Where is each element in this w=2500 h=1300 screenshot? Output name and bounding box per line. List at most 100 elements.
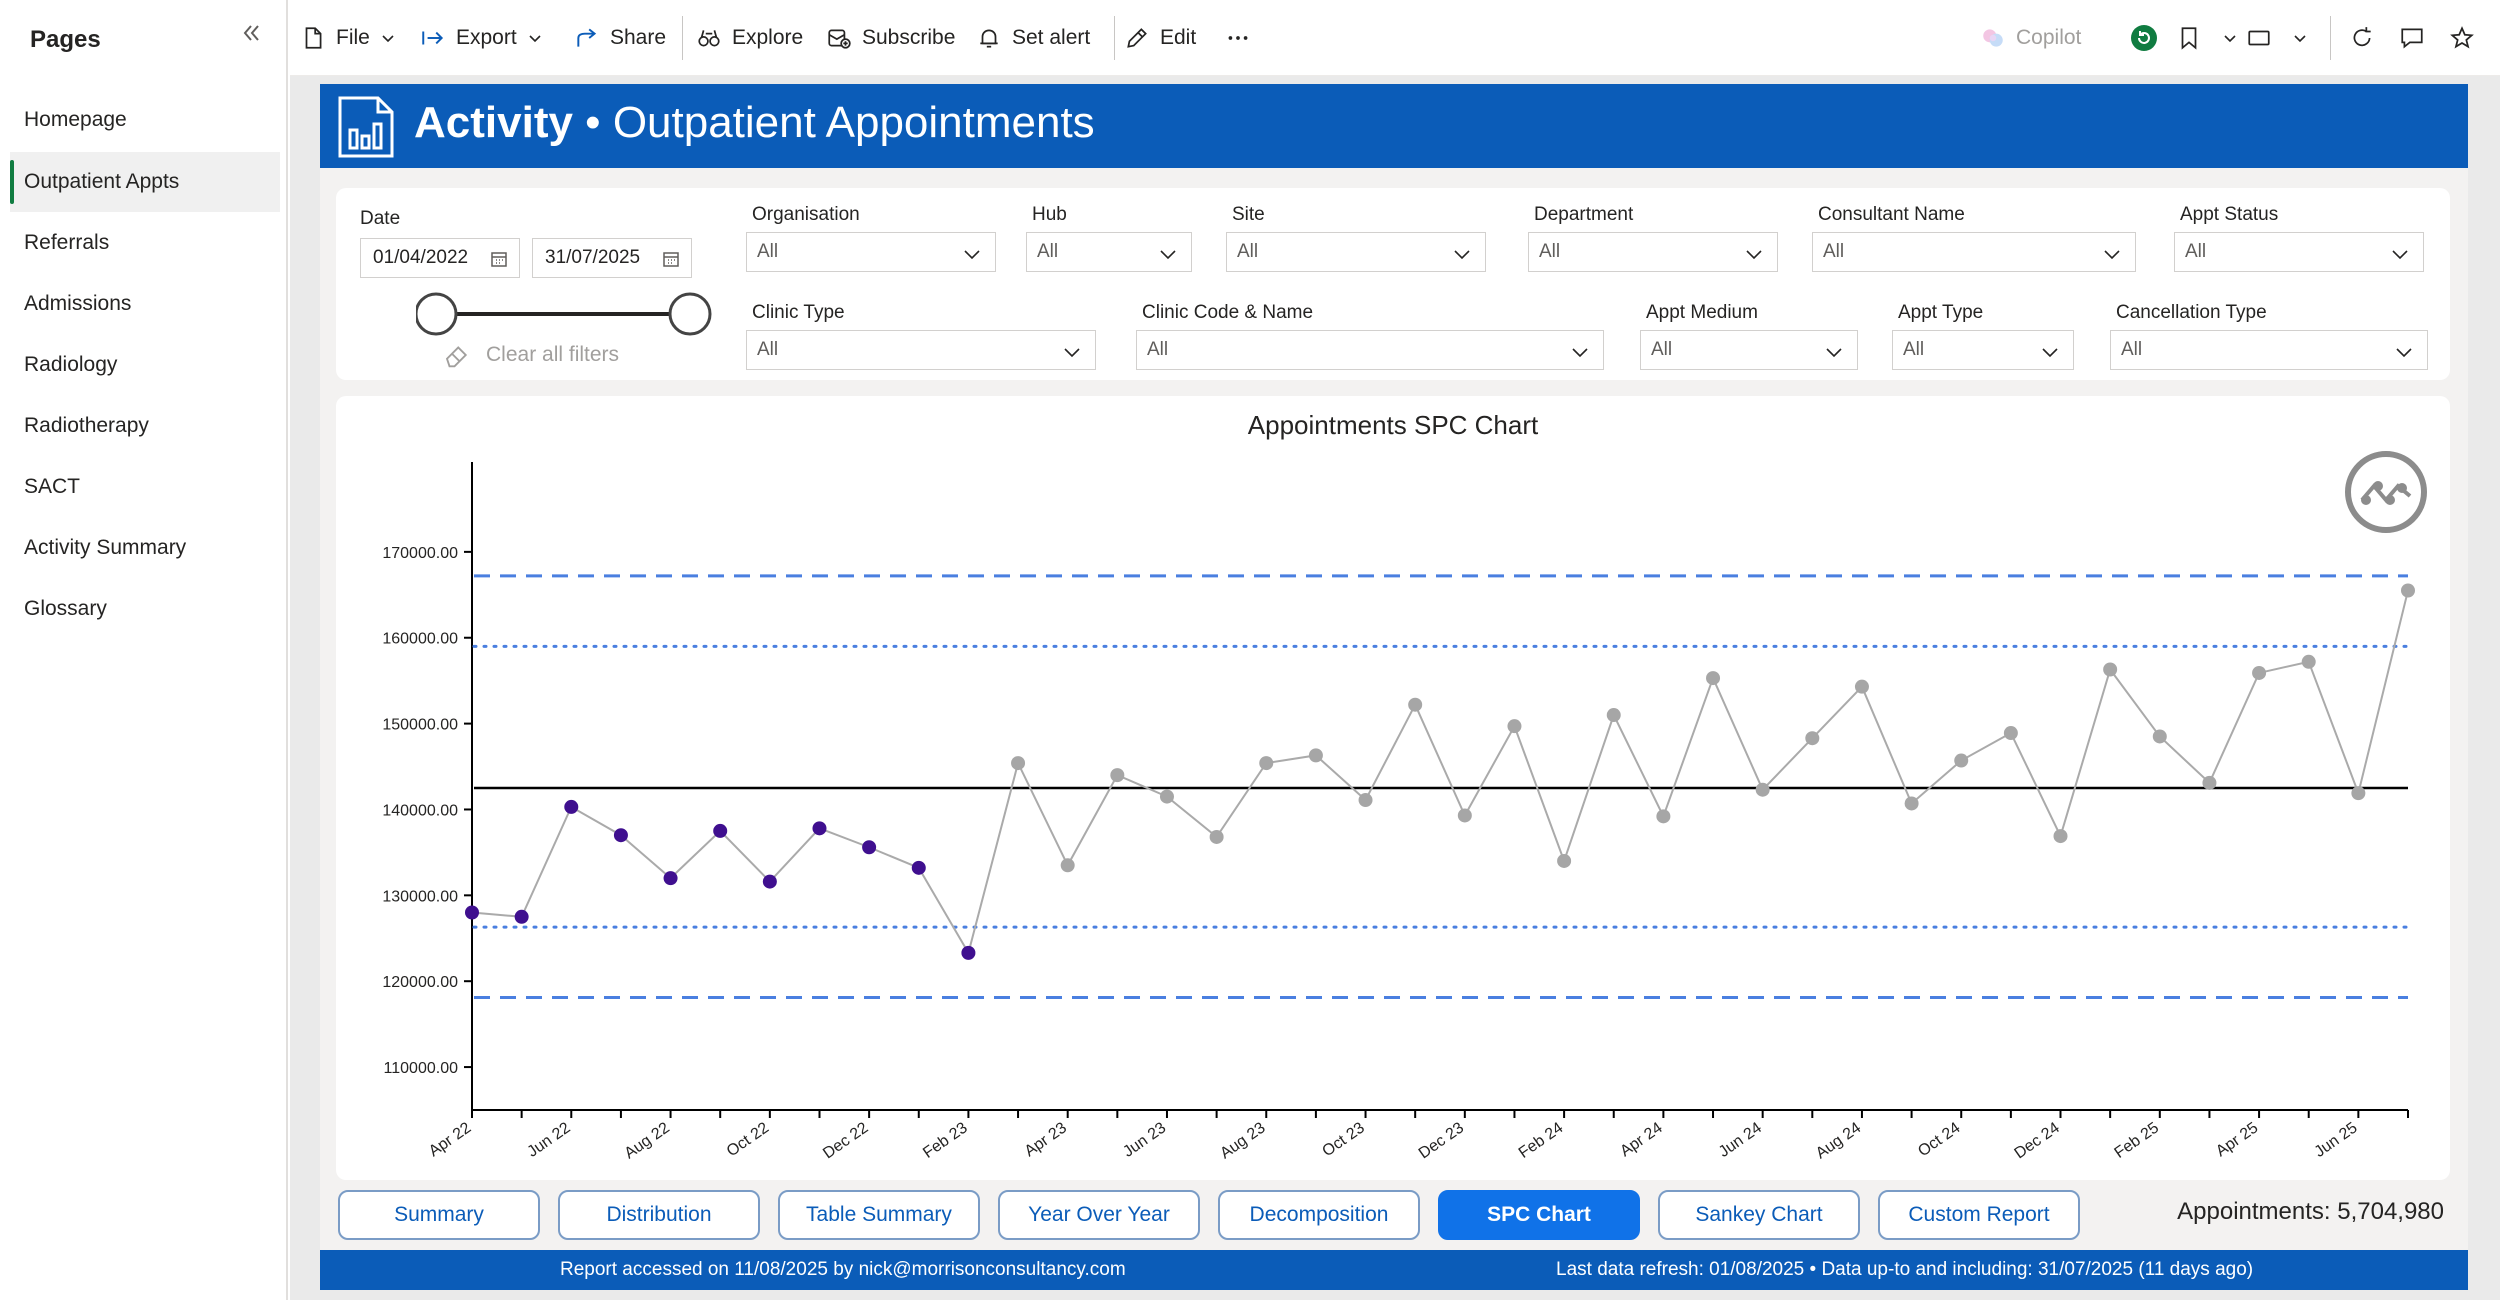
data-point — [1954, 753, 1969, 768]
special-cause-point — [713, 823, 728, 838]
organisation-filter-select[interactable]: All — [746, 232, 996, 272]
date-from-input[interactable]: 01/04/2022 — [360, 238, 520, 278]
view-menu-button[interactable] — [2246, 20, 2308, 56]
share-icon — [577, 28, 597, 47]
data-point — [2401, 583, 2415, 598]
slider-start-handle[interactable] — [416, 292, 458, 336]
chart-title: Appointments SPC Chart — [1248, 410, 1539, 440]
y-tick-label: 170000.00 — [382, 545, 458, 562]
consultant-name-filter-select[interactable]: All — [1812, 232, 2136, 272]
explore-button[interactable]: Explore — [696, 20, 803, 56]
collapse-pages-button[interactable] — [236, 20, 266, 52]
binoculars-icon — [698, 30, 720, 47]
x-tick-label: Jun 22 — [524, 1119, 573, 1161]
chevron-down-icon — [382, 35, 394, 43]
site-filter-select[interactable]: All — [1226, 232, 1486, 272]
copilot-button[interactable]: Copilot — [1980, 20, 2081, 56]
file-label: File — [336, 26, 370, 49]
appt-status-filter-label: Appt Status — [2180, 204, 2279, 225]
y-tick-label: 140000.00 — [382, 802, 458, 819]
date-to-input[interactable]: 31/07/2025 — [532, 238, 692, 278]
data-point — [1755, 782, 1770, 797]
report-banner: Activity • Outpatient Appointments — [320, 84, 2468, 168]
sidebar-item-radiotherapy[interactable]: Radiotherapy — [24, 414, 149, 437]
refresh-visual-button[interactable] — [2126, 20, 2162, 56]
data-point — [2351, 786, 2366, 801]
sidebar-item-referrals[interactable]: Referrals — [24, 231, 110, 254]
hub-filter-value: All — [1037, 241, 1059, 262]
special-cause-point — [862, 840, 877, 855]
hub-filter-select[interactable]: All — [1026, 232, 1192, 272]
favorite-button[interactable] — [2444, 20, 2480, 56]
tab-custom-report[interactable]: Custom Report — [1878, 1190, 2080, 1240]
data-refresh-text: Last data refresh: 01/08/2025 • Data up-… — [1556, 1259, 2254, 1280]
appt-status-filter-select[interactable]: All — [2174, 232, 2424, 272]
data-point — [1308, 748, 1323, 763]
page-title-bold: Activity — [414, 98, 573, 147]
clinic-type-filter-select[interactable]: All — [746, 330, 1096, 370]
x-tick-label: Apr 25 — [2213, 1119, 2261, 1160]
double-chevron-left-icon — [243, 25, 259, 41]
sidebar-item-homepage[interactable]: Homepage — [24, 108, 127, 131]
appt-type-filter-select[interactable]: All — [1892, 330, 2074, 370]
department-filter-label: Department — [1534, 204, 1634, 225]
x-tick-label: Feb 23 — [920, 1119, 971, 1162]
page-title: Activity • Outpatient Appointments — [414, 98, 1095, 148]
slider-end-handle[interactable] — [668, 292, 712, 336]
tab-year-over-year[interactable]: Year Over Year — [998, 1190, 1200, 1240]
cancellation-type-filter-value: All — [2121, 339, 2143, 360]
spc-variation-icon[interactable] — [2345, 451, 2427, 533]
refresh-button[interactable] — [2344, 20, 2380, 56]
sidebar-item-sact[interactable]: SACT — [24, 475, 81, 498]
tab-distribution[interactable]: Distribution — [558, 1190, 760, 1240]
chevron-down-icon — [964, 250, 980, 260]
bell-icon — [980, 29, 998, 48]
tab-decomposition[interactable]: Decomposition — [1218, 1190, 1420, 1240]
tab-table-summary[interactable]: Table Summary — [778, 1190, 980, 1240]
tab-spc-chart[interactable]: SPC Chart — [1438, 1190, 1640, 1240]
sidebar-item-radiology[interactable]: Radiology — [24, 353, 118, 376]
tab-sankey-chart[interactable]: Sankey Chart — [1658, 1190, 1860, 1240]
sidebar-item-admissions[interactable]: Admissions — [24, 292, 132, 315]
cancellation-type-filter-select[interactable]: All — [2110, 330, 2428, 370]
data-point — [1457, 808, 1472, 823]
appt-status-filter-value: All — [2185, 241, 2207, 262]
share-button[interactable]: Share — [574, 20, 666, 56]
more-options-button[interactable] — [1220, 20, 1256, 56]
clinic-code-name-filter-select[interactable]: All — [1136, 330, 1604, 370]
department-filter-select[interactable]: All — [1528, 232, 1778, 272]
subscribe-label: Subscribe — [862, 26, 956, 49]
x-tick-label: Aug 24 — [1813, 1119, 1864, 1162]
date-range-slider[interactable] — [416, 290, 712, 338]
date-filter-label: Date — [360, 208, 401, 229]
chevron-down-icon — [1572, 348, 1588, 358]
star-icon — [2450, 26, 2474, 49]
clear-all-filters-button[interactable]: Clear all filters — [442, 340, 619, 370]
file-menu-button[interactable]: File — [300, 20, 396, 56]
sidebar-item-glossary[interactable]: Glossary — [24, 597, 107, 620]
data-point — [2103, 662, 2118, 677]
sidebar-item-outpatient-appts[interactable]: Outpatient Appts — [10, 152, 280, 212]
special-cause-point — [465, 905, 479, 920]
special-cause-point — [762, 874, 777, 889]
more-horizontal-icon — [1228, 36, 1248, 40]
x-tick-label: Feb 24 — [1516, 1119, 1567, 1162]
bookmark-menu-button[interactable] — [2176, 20, 2238, 56]
chevron-down-icon — [529, 35, 541, 43]
x-tick-label: Aug 22 — [622, 1119, 673, 1162]
clinic-type-filter-label: Clinic Type — [752, 302, 845, 323]
spc-chart-panel: Appointments SPC Chart 110000.00 120000.0… — [336, 396, 2450, 1180]
sidebar-item-activity-summary[interactable]: Activity Summary — [24, 536, 187, 559]
file-icon — [305, 27, 322, 49]
consultant-name-filter-value: All — [1823, 241, 1845, 262]
export-menu-button[interactable]: Export — [420, 20, 543, 56]
subscribe-button[interactable]: Subscribe — [826, 20, 955, 56]
tab-summary[interactable]: Summary — [338, 1190, 540, 1240]
appt-medium-filter-select[interactable]: All — [1640, 330, 1858, 370]
toolbar-divider — [682, 16, 683, 60]
site-filter-label: Site — [1232, 204, 1265, 225]
set-alert-button[interactable]: Set alert — [976, 20, 1090, 56]
special-cause-point — [911, 860, 926, 875]
edit-button[interactable]: Edit — [1124, 20, 1196, 56]
comments-button[interactable] — [2394, 20, 2430, 56]
